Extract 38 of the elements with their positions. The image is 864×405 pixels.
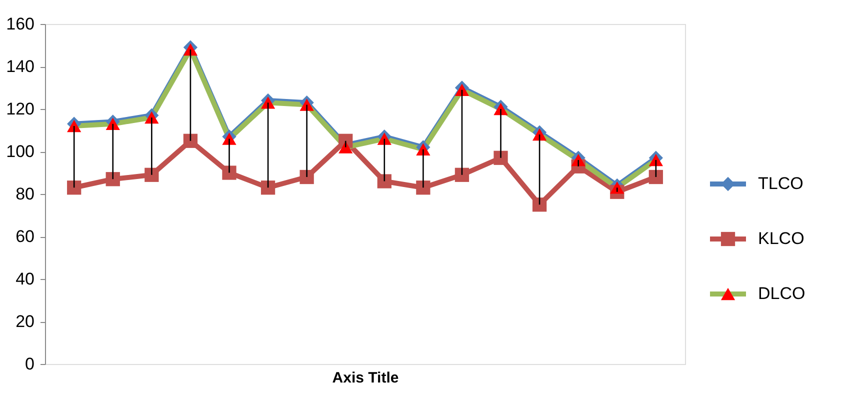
point — [416, 143, 430, 156]
legend-label: KLCO — [758, 229, 804, 248]
point — [106, 118, 120, 130]
point — [377, 174, 392, 188]
point — [300, 98, 314, 111]
point — [144, 168, 159, 182]
y-tick-label: 120 — [6, 100, 34, 118]
y-tick-label: 40 — [16, 270, 34, 288]
y-tick-label: 0 — [25, 354, 34, 374]
point — [610, 182, 624, 194]
point — [416, 180, 430, 195]
y-tick-label: 140 — [6, 57, 34, 76]
x-axis-title: Axis Title — [332, 370, 399, 386]
point — [338, 141, 353, 154]
point — [377, 132, 392, 145]
legend-label: DLCO — [758, 284, 806, 303]
point — [532, 128, 547, 141]
y-tick-label: 160 — [6, 14, 34, 34]
point — [532, 198, 547, 212]
point — [648, 154, 663, 166]
point — [183, 43, 198, 56]
point — [648, 170, 663, 184]
point — [67, 180, 82, 195]
point — [454, 168, 470, 182]
point — [222, 132, 236, 145]
y-tick-label: 100 — [6, 142, 34, 161]
point — [106, 172, 120, 186]
y-tick-label: 80 — [16, 184, 34, 204]
point — [67, 120, 82, 132]
point — [260, 180, 276, 195]
point — [222, 166, 236, 180]
y-tick-label: 20 — [16, 312, 34, 331]
y-tick-label: 60 — [16, 227, 34, 246]
point — [183, 134, 198, 148]
legend-label: TLCO — [758, 174, 804, 193]
point — [300, 170, 314, 184]
point — [454, 84, 470, 96]
point — [494, 150, 508, 165]
